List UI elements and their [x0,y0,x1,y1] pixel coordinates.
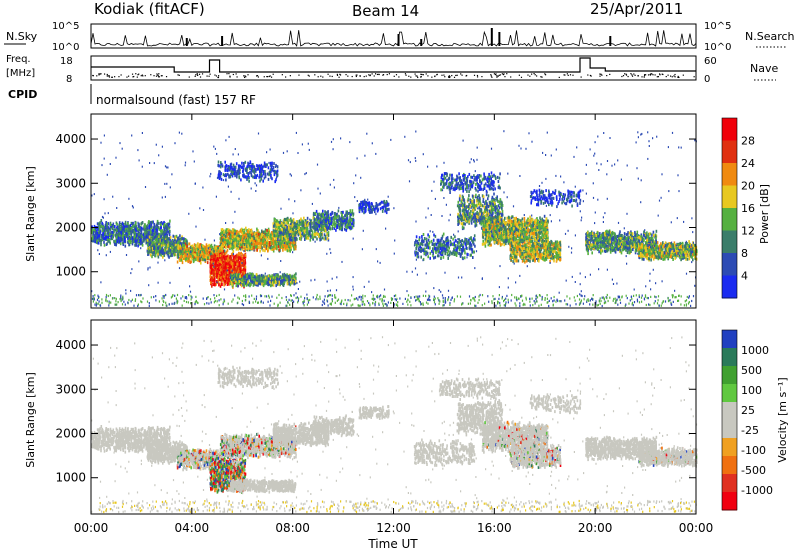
colorbar-tick: 1000 [741,344,769,357]
colorbar-swatch [722,402,737,421]
noise-left-tick-low: 10^0 [52,42,79,53]
freq-trace [91,57,696,79]
x-tick-label: 08:00 [275,521,310,535]
colorbar-tick: 8 [741,247,748,260]
freq-left-tick-low: 8 [66,74,72,85]
velocity-colorbar: 1000 500 100 25 -25 -100 -500 -1000 [721,329,773,511]
velocity-colorbar-label: Velocity [m s⁻¹] [776,377,789,462]
noise-left-tick-high: 10^5 [52,21,79,32]
colorbar-swatch [722,275,737,299]
time-axis: 00:00 04:00 08:00 12:00 16:00 20:00 00:00 [74,114,714,535]
x-tick-label: 04:00 [175,521,210,535]
power-scatter [91,130,698,308]
colorbar-tick: 25 [741,404,755,417]
colorbar-swatch [722,420,737,439]
x-tick-label: 00:00 [679,521,714,535]
noise-left-label: N.Sky [6,30,38,43]
colorbar-swatch [722,230,737,254]
colorbar-tick: 16 [741,202,755,215]
colorbar-tick: -500 [741,464,766,477]
power-colorbar-label: Power [dB] [758,184,771,244]
freq-left-tick-high: 18 [60,56,73,67]
colorbar-tick: 500 [741,364,762,377]
freq-panel: Freq. [MHz] 18 8 60 0 Nave [6,54,778,85]
noise-right-tick-low: 10^0 [704,42,731,53]
colorbar-swatch [722,384,737,403]
y-tick-label: 2000 [55,220,86,234]
y-tick-label: 3000 [55,176,86,190]
beam-title: Beam 14 [352,2,419,20]
y-tick-label: 2000 [55,426,86,440]
x-tick-label: 16:00 [477,521,512,535]
y-tick-label: 1000 [55,265,86,279]
colorbar-swatch [722,140,737,164]
velocity-panel: 4000 3000 2000 1000 Slant Range [km] 1000 50… [24,319,789,515]
y-tick-label: 1000 [55,471,86,485]
x-tick-label: 20:00 [578,521,613,535]
colorbar-tick: 20 [741,180,755,193]
date-title: 25/Apr/2011 [590,0,683,18]
cpid-text: normalsound (fast) 157 RF [96,93,256,107]
station-title: Kodiak (fitACF) [94,0,205,18]
freq-label-1: Freq. [6,54,31,65]
power-ylabel: Slant Range [km] [24,166,37,262]
cpid-label: CPID [8,88,37,101]
power-panel: 4000 3000 2000 1000 Slant Range [km] 28 24 20… [24,113,771,309]
y-tick-label: 3000 [55,382,86,396]
colorbar-tick: 100 [741,384,762,397]
colorbar-tick: -1000 [741,484,773,497]
velocity-ylabel: Slant Range [km] [24,372,37,468]
colorbar-tick: -100 [741,444,766,457]
nave-label: Nave [750,62,778,75]
colorbar-tick: 4 [741,270,748,283]
colorbar-swatch [722,330,737,349]
noise-panel: N.Sky 10^5 10^0 10^5 10^0 N.Search [4,21,795,53]
colorbar-swatch [722,366,737,385]
colorbar-tick: 28 [741,135,755,148]
colorbar-tick: -25 [741,424,759,437]
colorbar-swatch [722,163,737,186]
colorbar-swatch [722,438,737,457]
x-axis-label: Time UT [367,537,418,551]
noise-right-label: N.Search [745,30,795,43]
colorbar-swatch [722,456,737,475]
velocity-scatter [91,336,698,514]
x-tick-label: 12:00 [376,521,411,535]
colorbar-tick: 12 [741,225,755,238]
nave-right-tick-high: 60 [704,56,717,67]
colorbar-swatch [722,185,737,209]
colorbar-swatch [722,118,737,141]
freq-label-2: [MHz] [6,68,35,79]
power-colorbar: 28 24 20 16 12 8 4 [721,117,755,299]
colorbar-swatch [722,208,737,231]
noise-trace [90,28,697,47]
colorbar-tick: 24 [741,157,755,170]
noise-right-tick-high: 10^5 [704,21,731,32]
colorbar-swatch [722,492,737,511]
colorbar-swatch [722,474,737,493]
y-tick-label: 4000 [55,338,86,352]
y-tick-label: 4000 [55,132,86,146]
nave-right-tick-low: 0 [704,74,710,85]
colorbar-swatch [722,253,737,276]
x-tick-label: 00:00 [74,521,109,535]
colorbar-swatch [722,348,737,367]
